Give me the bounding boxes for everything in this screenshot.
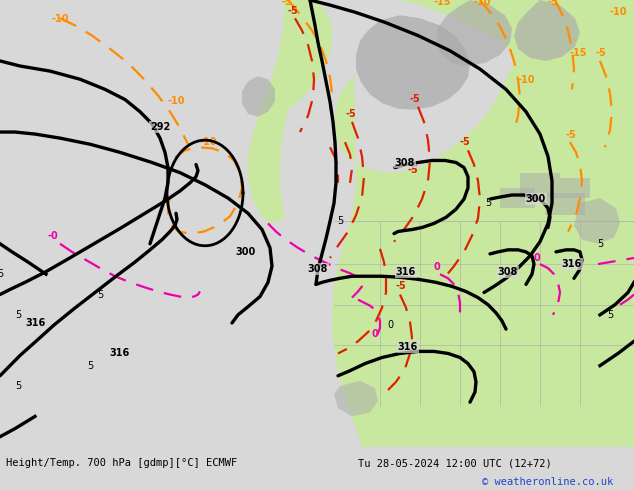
- Text: 5: 5: [597, 239, 603, 249]
- Text: 300: 300: [526, 194, 546, 204]
- Polygon shape: [310, 0, 634, 447]
- Text: 316: 316: [25, 318, 45, 328]
- Text: -5: -5: [345, 109, 356, 119]
- Text: 0: 0: [434, 262, 441, 272]
- Text: -5: -5: [460, 137, 471, 147]
- Text: 308: 308: [498, 267, 518, 277]
- Polygon shape: [334, 381, 378, 416]
- Polygon shape: [514, 0, 580, 61]
- Text: -5: -5: [565, 130, 576, 140]
- Text: 316: 316: [110, 348, 130, 359]
- Text: -10: -10: [518, 75, 536, 85]
- Polygon shape: [560, 178, 590, 198]
- Text: 5: 5: [485, 198, 491, 208]
- Text: -10: -10: [200, 137, 217, 147]
- Text: -5: -5: [408, 165, 418, 174]
- Text: 308: 308: [395, 157, 415, 168]
- Text: 5: 5: [87, 361, 93, 370]
- Text: 292: 292: [150, 122, 170, 132]
- Polygon shape: [436, 0, 512, 66]
- Polygon shape: [248, 0, 332, 223]
- Text: -5: -5: [282, 0, 293, 7]
- Text: 0: 0: [372, 329, 378, 339]
- Text: 300: 300: [235, 247, 255, 257]
- Text: -5: -5: [288, 6, 299, 16]
- Polygon shape: [242, 76, 275, 117]
- Text: 5: 5: [607, 310, 613, 320]
- Text: -0: -0: [48, 231, 59, 241]
- Text: 5: 5: [15, 310, 21, 320]
- Text: -5: -5: [395, 281, 406, 292]
- Text: 5: 5: [15, 381, 21, 391]
- Text: -15: -15: [434, 0, 451, 7]
- Text: 316: 316: [398, 343, 418, 352]
- Polygon shape: [545, 193, 585, 215]
- Text: 5: 5: [0, 269, 3, 279]
- Text: -10: -10: [474, 0, 491, 7]
- Polygon shape: [500, 188, 535, 208]
- Text: Tu 28-05-2024 12:00 UTC (12+72): Tu 28-05-2024 12:00 UTC (12+72): [358, 458, 552, 468]
- Text: -5: -5: [410, 94, 421, 103]
- Text: -10: -10: [610, 7, 628, 17]
- Text: -15: -15: [570, 48, 588, 58]
- Text: 308: 308: [308, 264, 328, 274]
- Polygon shape: [356, 15, 470, 110]
- Text: Height/Temp. 700 hPa [gdmp][°C] ECMWF: Height/Temp. 700 hPa [gdmp][°C] ECMWF: [6, 458, 238, 468]
- Text: -5: -5: [548, 0, 559, 7]
- Text: 316: 316: [562, 259, 582, 269]
- Text: 316: 316: [396, 267, 416, 277]
- Text: -10: -10: [168, 96, 186, 105]
- Text: 0: 0: [387, 320, 393, 330]
- Text: 0: 0: [534, 253, 541, 263]
- Polygon shape: [574, 198, 620, 244]
- Polygon shape: [520, 172, 560, 198]
- Text: © weatheronline.co.uk: © weatheronline.co.uk: [482, 477, 613, 487]
- Text: -5: -5: [596, 48, 607, 58]
- Text: 5: 5: [337, 217, 343, 226]
- Text: 5: 5: [97, 290, 103, 299]
- Text: -10: -10: [52, 14, 70, 24]
